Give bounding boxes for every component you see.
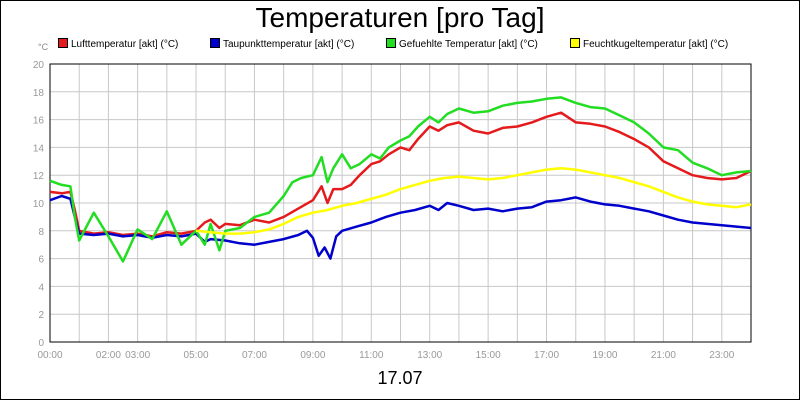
legend-item-feuchtkugeltemperatur: Feuchtkugeltemperatur [akt] (°C) [570, 38, 728, 50]
legend-swatch [210, 38, 220, 48]
x-tick-label: 07:00 [242, 350, 267, 361]
legend-swatch [570, 38, 580, 48]
x-tick-label: 11:00 [359, 350, 384, 361]
chart-title: Temperaturen [pro Tag] [255, 2, 545, 33]
legend-swatch [58, 38, 68, 48]
x-tick-label: 09:00 [300, 350, 325, 361]
y-tick-label: 16 [33, 116, 45, 127]
legend-label: Feuchtkugeltemperatur [akt] (°C) [583, 39, 729, 50]
plot-border [49, 63, 752, 343]
x-tick-label: 23:00 [709, 350, 734, 361]
series-line-3 [195, 167, 752, 235]
series-line-2 [49, 96, 752, 263]
x-tick-label: 03:00 [125, 350, 150, 361]
legend-item-gefuehlte-temperatur: Gefuehlte Temperatur [akt] (°C) [386, 38, 538, 50]
y-axis-unit: °C [38, 42, 49, 52]
y-tick-label: 10 [33, 199, 45, 210]
y-tick-label: 2 [38, 310, 44, 321]
x-tick-label: 13:00 [417, 350, 442, 361]
x-tick-label: 05:00 [184, 350, 209, 361]
x-tick-label: 17:00 [534, 350, 559, 361]
y-tick-label: 20 [33, 60, 45, 71]
x-tick-label: 21:00 [651, 350, 676, 361]
legend-label: Gefuehlte Temperatur [akt] (°C) [399, 39, 538, 50]
date-label: 17.07 [377, 368, 423, 388]
y-tick-label: 18 [33, 88, 45, 99]
legend-item-taupunkttemperatur: Taupunkttemperatur [akt] (°C) [210, 38, 354, 50]
y-tick-label: 0 [38, 338, 44, 349]
x-tick-label: 02:00 [96, 350, 121, 361]
y-tick-label: 4 [38, 282, 44, 293]
legend-item-lufttemperatur: Lufttemperatur [akt] (°C) [58, 38, 178, 50]
y-tick-label: 8 [38, 227, 44, 238]
legend-swatch [386, 38, 396, 48]
x-tick-label: 19:00 [592, 350, 617, 361]
y-tick-label: 14 [33, 143, 45, 154]
x-tick-label: 15:00 [476, 350, 501, 361]
y-tick-label: 6 [38, 255, 44, 266]
y-tick-label: 12 [33, 171, 45, 182]
series-line-0 [49, 111, 752, 238]
series-line-1 [49, 194, 752, 260]
legend-label: Taupunkttemperatur [akt] (°C) [223, 39, 355, 50]
legend-label: Lufttemperatur [akt] (°C) [71, 39, 179, 50]
x-tick-label: 00:00 [37, 350, 62, 361]
